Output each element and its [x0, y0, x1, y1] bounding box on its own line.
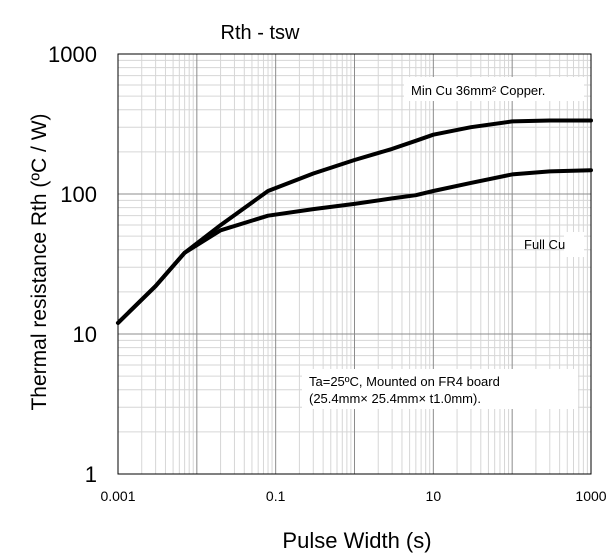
- y-tick-label: 1: [85, 462, 97, 487]
- y-tick-label: 1000: [48, 42, 97, 67]
- condition-line-1: Ta=25ºC, Mounted on FR4 board: [309, 374, 500, 389]
- x-tick-label: 0.1: [266, 488, 286, 504]
- condition-box: [302, 369, 578, 409]
- series-layer: [116, 118, 593, 325]
- y-axis-label: Thermal resistance Rth (ºC / W): [28, 113, 51, 410]
- x-tick-label: 1000: [575, 488, 606, 504]
- x-tick-labels: 0.001 0.1 10 1000: [100, 488, 606, 504]
- y-tick-label: 100: [60, 182, 97, 207]
- condition-line-2: (25.4mm× 25.4mm× t1.0mm).: [309, 391, 481, 406]
- x-tick-label: 10: [426, 488, 442, 504]
- x-axis-label: Pulse Width (s): [282, 528, 431, 553]
- series-2-label: Full Cu: [524, 237, 565, 252]
- series-1-label: Min Cu 36mm² Copper.: [411, 83, 545, 98]
- series-2-label-box: [564, 232, 584, 257]
- series-1-label-box: [404, 77, 584, 101]
- y-tick-labels: 1 10 100 1000: [48, 42, 97, 487]
- series-line-2: [116, 168, 593, 325]
- chart-title: Rth - tsw: [221, 22, 300, 44]
- y-tick-label: 10: [73, 322, 97, 347]
- plot-frame: [117, 53, 592, 475]
- x-tick-label: 0.001: [100, 488, 135, 504]
